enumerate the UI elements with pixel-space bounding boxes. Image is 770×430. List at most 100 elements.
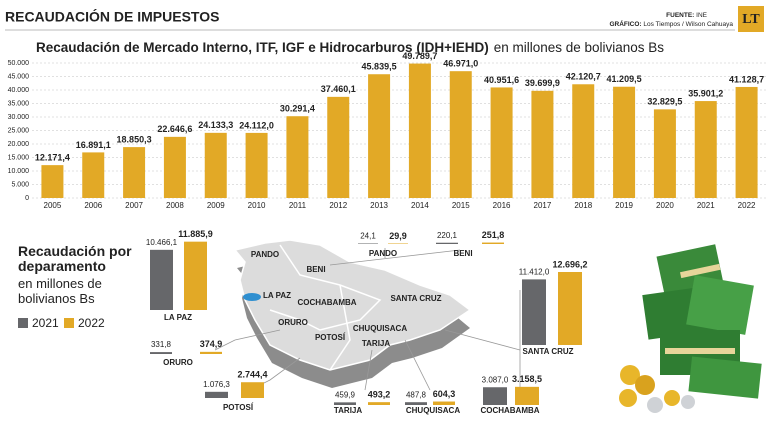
x-tick-label: 2016 bbox=[493, 201, 511, 210]
leaders bbox=[214, 248, 521, 391]
dept-label: TARIJA bbox=[334, 406, 363, 415]
leader bbox=[404, 339, 431, 391]
credit-text: Los Tiempos / Wilson Cahuaya bbox=[643, 21, 733, 28]
y-tick-label: 5.000 bbox=[11, 181, 29, 188]
value-label: 12.171,4 bbox=[35, 153, 70, 163]
value-label: 3.158,5 bbox=[512, 374, 542, 384]
credit-label: GRÁFICO: bbox=[609, 19, 641, 28]
bar bbox=[286, 116, 309, 198]
map-label: POTOSÍ bbox=[315, 333, 346, 342]
value-label: 24.133,3 bbox=[198, 120, 233, 130]
bar bbox=[735, 86, 758, 198]
x-tick-label: 2019 bbox=[615, 201, 633, 210]
source-label: FUENTE: bbox=[666, 12, 694, 19]
money-illustration bbox=[619, 244, 762, 413]
y-tick-label: 10.000 bbox=[8, 168, 30, 175]
coin bbox=[619, 389, 637, 407]
value-label: 331,8 bbox=[151, 340, 172, 349]
dept-label: SANTA CRUZ bbox=[522, 347, 573, 356]
bar bbox=[245, 132, 268, 198]
y-tick-label: 35.000 bbox=[8, 100, 30, 107]
map bbox=[233, 239, 472, 388]
y-tick-label: 30.000 bbox=[8, 114, 30, 121]
bar bbox=[123, 147, 146, 198]
value-label: 16.891,1 bbox=[76, 140, 111, 150]
map-label: PANDO bbox=[251, 250, 279, 259]
x-tick-label: 2021 bbox=[697, 201, 715, 210]
logo: LT bbox=[742, 12, 760, 27]
map-label: TARIJA bbox=[362, 339, 391, 348]
leader bbox=[214, 329, 281, 351]
y-tick-label: 0 bbox=[25, 195, 29, 202]
x-tick-label: 2018 bbox=[574, 201, 592, 210]
map-label: ORURO bbox=[278, 318, 308, 327]
bar bbox=[368, 74, 391, 198]
x-tick-label: 2008 bbox=[166, 201, 184, 210]
value-label: 1.076,3 bbox=[203, 380, 230, 389]
value-label: 41.209,5 bbox=[607, 74, 642, 84]
bar bbox=[184, 241, 207, 310]
x-tick-label: 2005 bbox=[44, 201, 62, 210]
bar bbox=[531, 90, 554, 198]
coin bbox=[664, 390, 680, 406]
bar bbox=[150, 249, 173, 310]
x-tick-label: 2010 bbox=[248, 201, 266, 210]
y-tick-label: 20.000 bbox=[8, 141, 30, 148]
dept-label: LA PAZ bbox=[164, 313, 192, 322]
source: FUENTE: INE bbox=[666, 12, 707, 19]
value-label: 11.885,9 bbox=[178, 229, 213, 239]
dept-label: PANDO bbox=[369, 249, 397, 258]
value-label: 46.971,0 bbox=[443, 59, 478, 69]
bar bbox=[482, 242, 504, 244]
band bbox=[665, 348, 735, 354]
bar bbox=[82, 152, 105, 198]
bar bbox=[653, 109, 676, 198]
value-label: 49.789,7 bbox=[402, 51, 437, 61]
bar bbox=[433, 401, 455, 405]
bar bbox=[449, 71, 472, 198]
x-tick-label: 2009 bbox=[207, 201, 225, 210]
bills bbox=[686, 275, 754, 335]
x-tick-label: 2013 bbox=[370, 201, 388, 210]
bar bbox=[41, 165, 64, 198]
header-title: RECAUDACIÓN DE IMPUESTOS bbox=[5, 8, 219, 25]
map-label: LA PAZ bbox=[263, 291, 291, 300]
leader bbox=[364, 349, 373, 391]
value-label: 2.744,4 bbox=[237, 370, 267, 380]
leader bbox=[329, 249, 461, 266]
chart-title-main: Recaudación de Mercado Interno, ITF, IGF… bbox=[36, 40, 489, 55]
bar bbox=[204, 132, 227, 198]
value-label: 18.850,3 bbox=[117, 134, 152, 144]
x-tick-label: 2022 bbox=[738, 201, 756, 210]
coin bbox=[635, 375, 655, 395]
value-label: 374,9 bbox=[200, 339, 223, 349]
bar bbox=[150, 352, 172, 354]
lake bbox=[243, 293, 261, 301]
bar bbox=[572, 84, 595, 198]
value-label: 12.696,2 bbox=[552, 259, 587, 269]
value-label: 42.120,7 bbox=[566, 72, 601, 82]
x-tick-label: 2006 bbox=[84, 201, 102, 210]
value-label: 459,9 bbox=[335, 390, 356, 399]
bar bbox=[515, 386, 539, 405]
bar bbox=[558, 272, 582, 345]
chart-subtitle: en millones de bolivianos Bs bbox=[494, 40, 665, 55]
map-borders bbox=[329, 284, 351, 371]
value-label: 39.699,9 bbox=[525, 78, 560, 88]
bar bbox=[327, 96, 350, 198]
bar bbox=[436, 242, 458, 244]
coin bbox=[647, 397, 663, 413]
bar bbox=[241, 382, 264, 398]
x-tick-label: 2012 bbox=[329, 201, 347, 210]
bar bbox=[388, 243, 408, 244]
map-label: BENI bbox=[306, 265, 325, 274]
bar bbox=[490, 87, 513, 198]
map-label: SANTA CRUZ bbox=[390, 294, 441, 303]
y-tick-label: 45.000 bbox=[8, 73, 30, 80]
bar bbox=[334, 402, 356, 405]
dept-label: ORURO bbox=[163, 358, 193, 367]
value-label: 10.466,1 bbox=[146, 238, 178, 247]
value-label: 220,1 bbox=[437, 231, 458, 240]
